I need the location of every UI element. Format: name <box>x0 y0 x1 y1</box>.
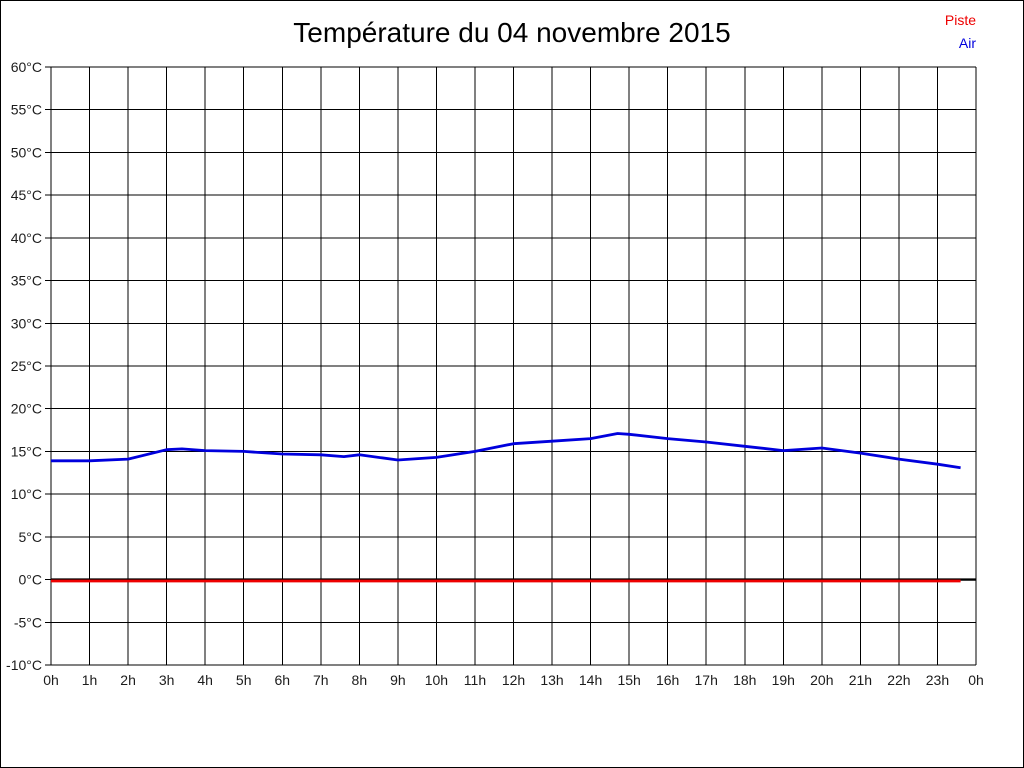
x-axis-label: 0h <box>968 672 984 688</box>
y-axis-label: 50°C <box>11 144 42 160</box>
legend-item-piste: Piste <box>944 12 976 28</box>
x-axis-label: 21h <box>849 672 872 688</box>
y-axis-label: -5°C <box>14 614 42 630</box>
x-axis-label: 18h <box>733 672 756 688</box>
x-axis-label: 9h <box>390 672 406 688</box>
y-axis-label: 30°C <box>11 315 42 331</box>
y-axis-label: 35°C <box>11 273 42 289</box>
x-axis-label: 20h <box>810 672 833 688</box>
y-axis-label: 55°C <box>11 102 42 118</box>
x-axis-label: 10h <box>425 672 448 688</box>
x-axis-label: 5h <box>236 672 252 688</box>
x-axis-label: 11h <box>464 672 486 688</box>
x-axis-label: 2h <box>120 672 136 688</box>
y-axis-label: -10°C <box>6 657 42 673</box>
y-axis-label: 60°C <box>11 59 42 75</box>
x-axis-label: 3h <box>159 672 175 688</box>
x-axis-label: 16h <box>656 672 679 688</box>
x-axis-label: 8h <box>352 672 368 688</box>
x-axis-label: 12h <box>502 672 525 688</box>
y-axis-label: 25°C <box>11 358 42 374</box>
y-axis-label: 5°C <box>19 529 43 545</box>
chart-title: Température du 04 novembre 2015 <box>293 17 731 48</box>
y-axis-label: 10°C <box>11 486 42 502</box>
legend-item-air: Air <box>958 35 976 51</box>
x-axis-label: 14h <box>579 672 602 688</box>
x-axis-label: 13h <box>540 672 563 688</box>
x-axis-label: 6h <box>274 672 290 688</box>
y-axis-label: 0°C <box>19 572 43 588</box>
x-axis-label: 4h <box>197 672 213 688</box>
x-axis-label: 17h <box>695 672 718 688</box>
x-axis-label: 7h <box>313 672 329 688</box>
y-axis-label: 40°C <box>11 230 42 246</box>
x-axis-label: 1h <box>82 672 98 688</box>
x-axis-label: 19h <box>772 672 795 688</box>
air-line <box>51 432 961 470</box>
y-axis-label: 45°C <box>11 187 42 203</box>
legend: Piste Air <box>945 9 976 55</box>
y-axis-label: 20°C <box>11 401 42 417</box>
x-axis-label: 0h <box>43 672 59 688</box>
y-axis-label: 15°C <box>11 443 42 459</box>
x-axis-label: 15h <box>617 672 640 688</box>
x-axis-label: 23h <box>926 672 949 688</box>
x-axis-label: 22h <box>887 672 910 688</box>
